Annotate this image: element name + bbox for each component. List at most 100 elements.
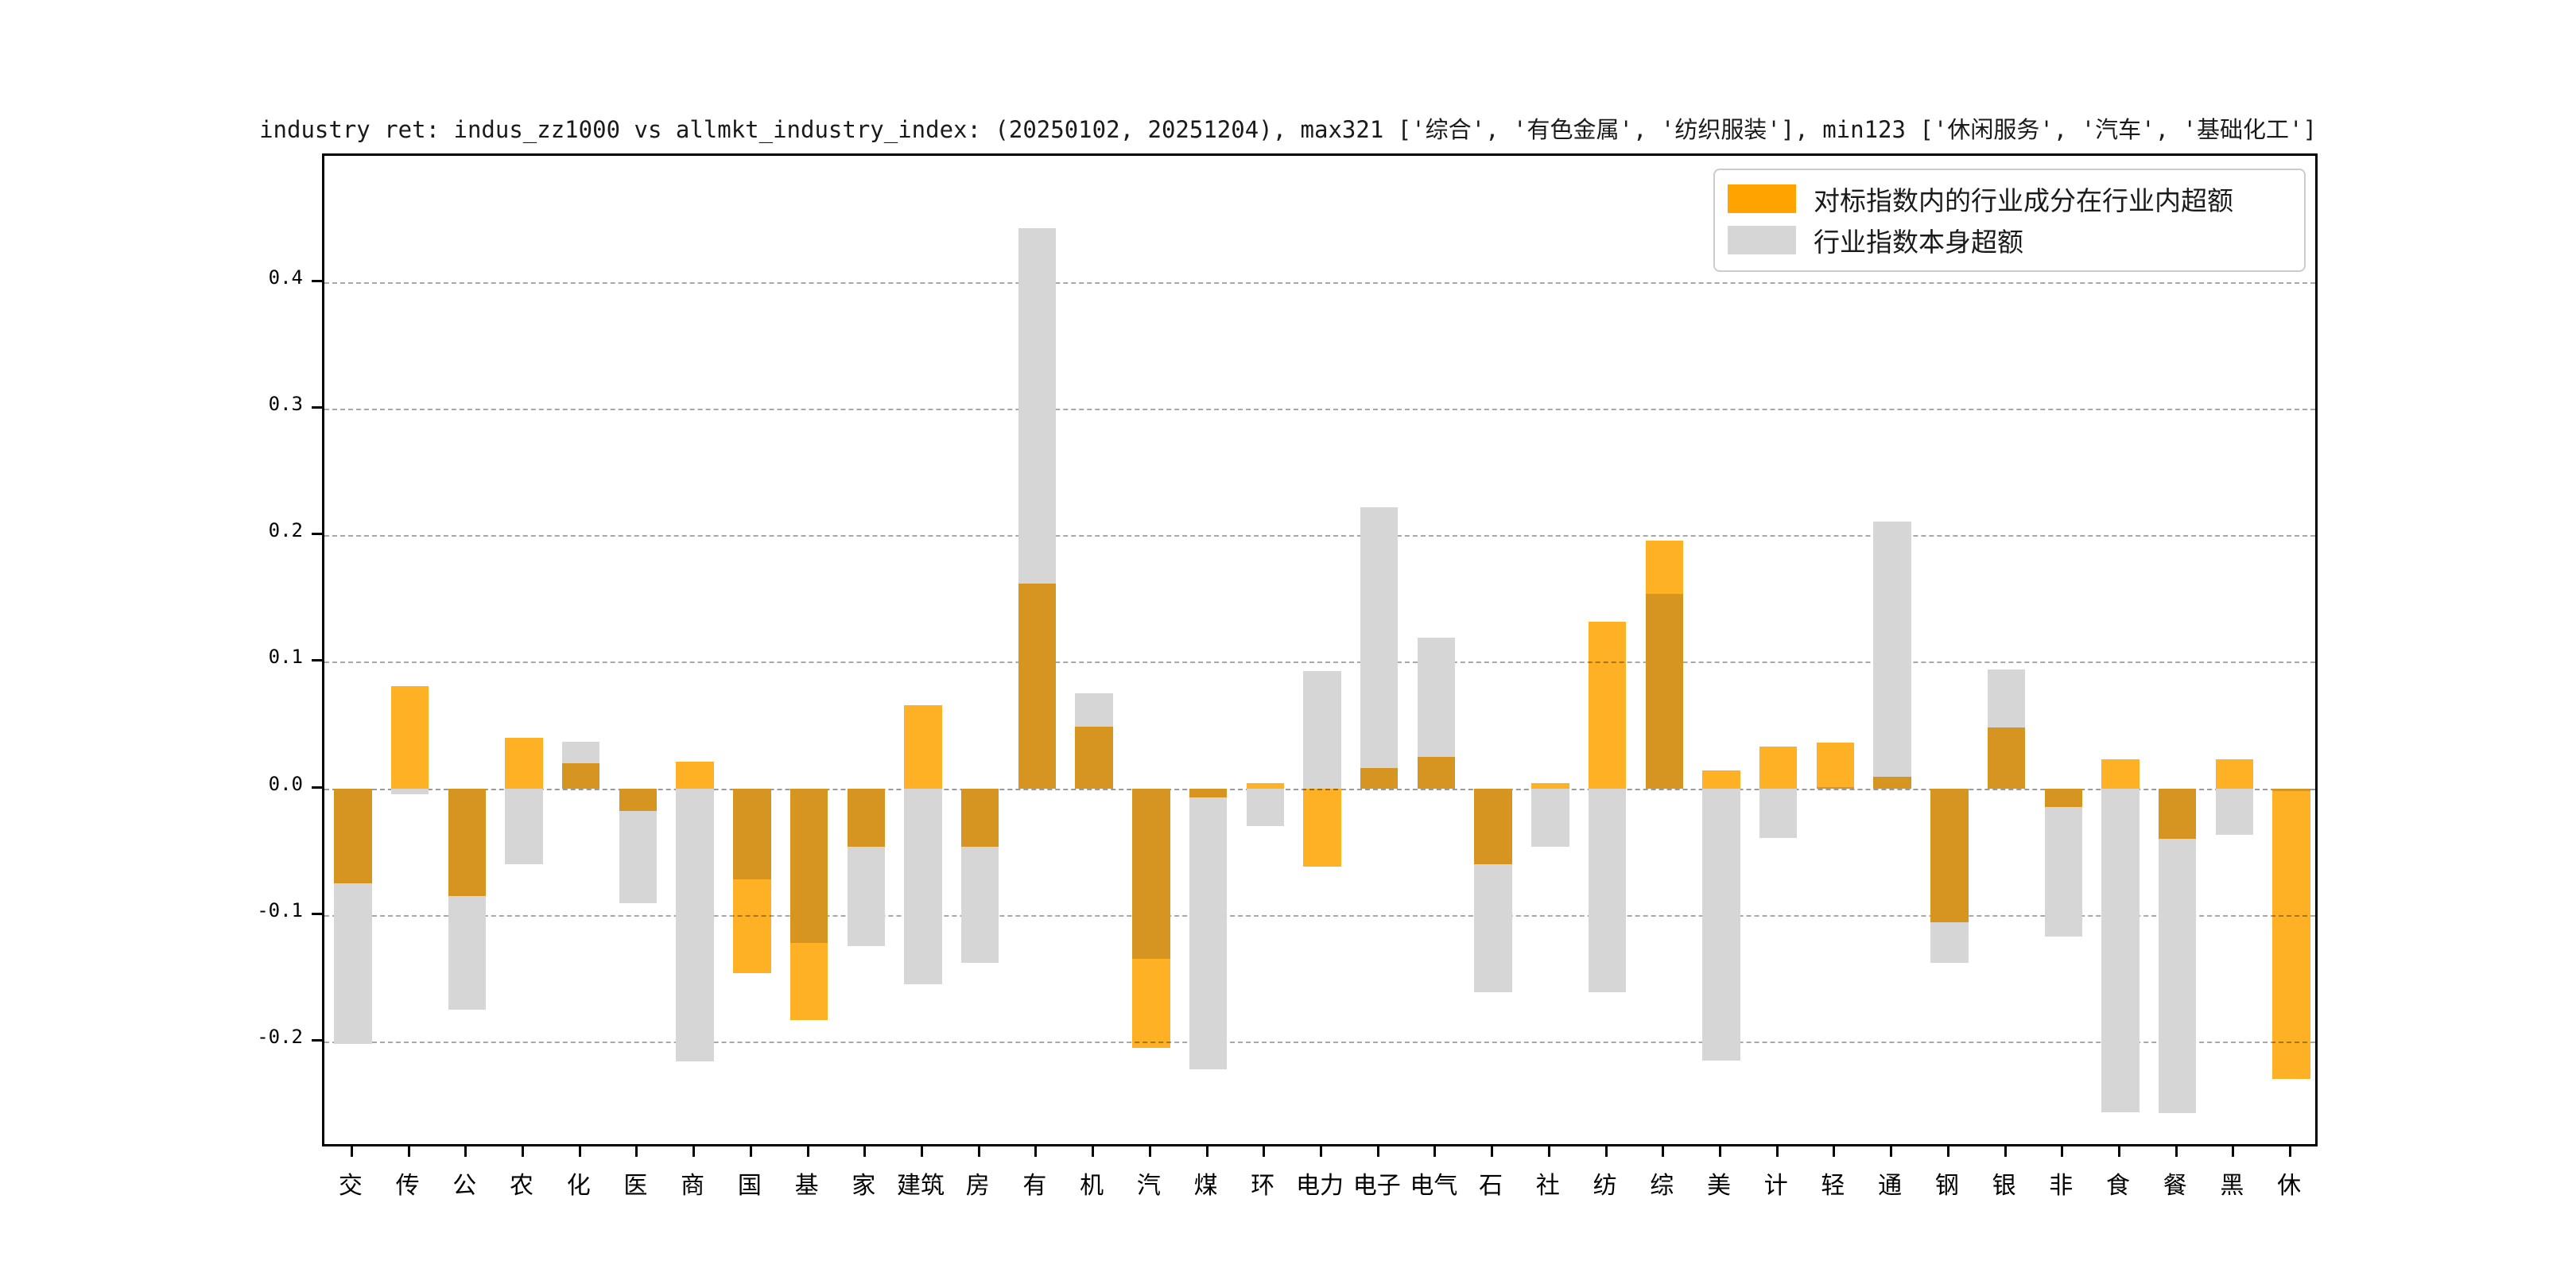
legend-swatch-grey <box>1728 226 1796 254</box>
x-tickmark-27 <box>1890 1146 1893 1157</box>
bar-index-constituent-电力 <box>1303 788 1341 867</box>
bar-index-constituent-计 <box>1759 747 1798 789</box>
y-tick-label-6: -0.2 <box>257 1025 303 1048</box>
x-tickmark-0 <box>350 1146 353 1157</box>
x-tickmark-20 <box>1491 1146 1494 1157</box>
y-tick-label-2: 0.2 <box>268 519 303 542</box>
y-tickmark-2 <box>312 533 322 536</box>
bar-index-constituent-国 <box>733 788 771 973</box>
y-tickmark-5 <box>312 912 322 915</box>
legend-label-0: 对标指数内的行业成分在行业内超额 <box>1814 185 2233 216</box>
x-tick-label-电子: 电子 <box>1352 1172 1401 1200</box>
x-tick-label-食: 食 <box>2106 1172 2130 1200</box>
bar-index-constituent-通 <box>1873 777 1911 789</box>
x-tickmark-12 <box>1034 1146 1038 1157</box>
x-tickmark-1 <box>407 1146 410 1157</box>
plot-inner <box>324 156 2315 1144</box>
x-tick-label-机: 机 <box>1080 1172 1104 1200</box>
x-tickmark-13 <box>1092 1146 1095 1157</box>
bar-index-constituent-商 <box>676 762 714 789</box>
bar-industry-index-传 <box>390 788 429 795</box>
x-tickmark-26 <box>1833 1146 1836 1157</box>
x-tick-label-传: 传 <box>395 1172 420 1200</box>
x-tickmark-17 <box>1320 1146 1322 1157</box>
x-tick-label-美: 美 <box>1707 1172 1731 1200</box>
y-tickmark-4 <box>312 786 322 789</box>
legend-label-1: 行业指数本身超额 <box>1814 227 2023 258</box>
x-tick-label-休: 休 <box>2277 1172 2302 1200</box>
x-tick-label-综: 综 <box>1650 1172 1674 1200</box>
x-tickmark-33 <box>2232 1146 2235 1157</box>
bar-index-constituent-非 <box>2044 788 2082 808</box>
y-tick-label-3: 0.1 <box>268 646 303 669</box>
x-tick-label-汽: 汽 <box>1136 1172 1161 1200</box>
bar-index-constituent-汽 <box>1132 788 1170 1048</box>
x-tick-label-通: 通 <box>1878 1172 1903 1200</box>
bar-index-constituent-纺 <box>1588 621 1627 789</box>
legend-item-0[interactable]: 对标指数内的行业成分在行业内超额 <box>1728 178 2293 219</box>
bar-index-constituent-轻 <box>1816 743 1855 789</box>
x-tickmark-2 <box>464 1146 467 1157</box>
bar-industry-index-电力 <box>1303 670 1341 789</box>
x-tick-label-基: 基 <box>794 1172 819 1200</box>
x-tick-label-黑: 黑 <box>2220 1172 2244 1200</box>
bar-industry-index-电子 <box>1360 507 1399 789</box>
y-tickmark-1 <box>312 406 322 409</box>
y-tick-label-4: 0.0 <box>268 772 303 795</box>
x-tick-label-电气: 电气 <box>1410 1172 1458 1200</box>
x-tick-label-国: 国 <box>737 1172 762 1200</box>
bar-index-constituent-电气 <box>1417 756 1456 789</box>
bar-index-constituent-农 <box>505 737 543 789</box>
x-tickmark-7 <box>749 1146 752 1157</box>
bar-index-constituent-食 <box>2101 758 2140 789</box>
bar-index-constituent-家 <box>847 788 885 847</box>
gridline-1 <box>324 409 2315 411</box>
x-tickmark-30 <box>2061 1146 2064 1157</box>
bar-industry-index-通 <box>1873 521 1911 789</box>
x-tick-label-化: 化 <box>566 1172 591 1200</box>
bar-index-constituent-煤 <box>1189 788 1228 797</box>
x-tickmark-3 <box>522 1146 524 1157</box>
legend-item-1[interactable]: 行业指数本身超额 <box>1728 219 2293 261</box>
x-tick-label-餐: 餐 <box>2163 1172 2187 1200</box>
x-tick-label-商: 商 <box>681 1172 705 1200</box>
bar-industry-index-煤 <box>1189 788 1228 1069</box>
bar-index-constituent-社 <box>1531 783 1569 789</box>
x-tickmark-9 <box>863 1146 867 1157</box>
x-tick-label-医: 医 <box>623 1172 648 1200</box>
bar-index-constituent-环 <box>1246 783 1284 789</box>
bar-index-constituent-休 <box>2272 788 2310 1080</box>
x-tick-label-环: 环 <box>1251 1172 1275 1200</box>
bar-industry-index-计 <box>1759 788 1798 838</box>
x-tick-label-公: 公 <box>452 1172 477 1200</box>
y-tick-label-1: 0.3 <box>268 393 303 416</box>
x-tick-label-交: 交 <box>338 1172 363 1200</box>
x-tick-label-电力: 电力 <box>1296 1172 1344 1200</box>
gridline-2 <box>324 535 2315 537</box>
bar-industry-index-食 <box>2101 788 2140 1112</box>
bar-index-constituent-建筑 <box>904 704 942 789</box>
plot-area <box>322 153 2318 1146</box>
x-tickmark-6 <box>692 1146 696 1157</box>
bar-index-constituent-银 <box>1987 727 2026 789</box>
bar-industry-index-社 <box>1531 788 1569 847</box>
bar-industry-index-黑 <box>2215 788 2254 836</box>
x-tick-label-建筑: 建筑 <box>897 1172 945 1200</box>
x-tickmark-28 <box>1946 1146 1949 1157</box>
bar-industry-index-建筑 <box>904 788 942 985</box>
x-tick-label-计: 计 <box>1763 1172 1788 1200</box>
x-tickmark-34 <box>2289 1146 2292 1157</box>
bar-index-constituent-房 <box>961 788 999 847</box>
x-tick-label-房: 房 <box>965 1172 990 1200</box>
bar-index-constituent-美 <box>1702 770 1740 789</box>
chart-legend: 对标指数内的行业成分在行业内超额 行业指数本身超额 <box>1713 169 2306 272</box>
bar-index-constituent-综 <box>1645 540 1683 789</box>
gridline-5 <box>324 914 2315 917</box>
bar-index-constituent-医 <box>619 788 658 812</box>
bar-index-constituent-化 <box>562 762 600 789</box>
x-tickmark-5 <box>635 1146 638 1157</box>
gridline-6 <box>324 1041 2315 1043</box>
x-tick-label-纺: 纺 <box>1593 1172 1617 1200</box>
bar-index-constituent-黑 <box>2215 758 2254 789</box>
